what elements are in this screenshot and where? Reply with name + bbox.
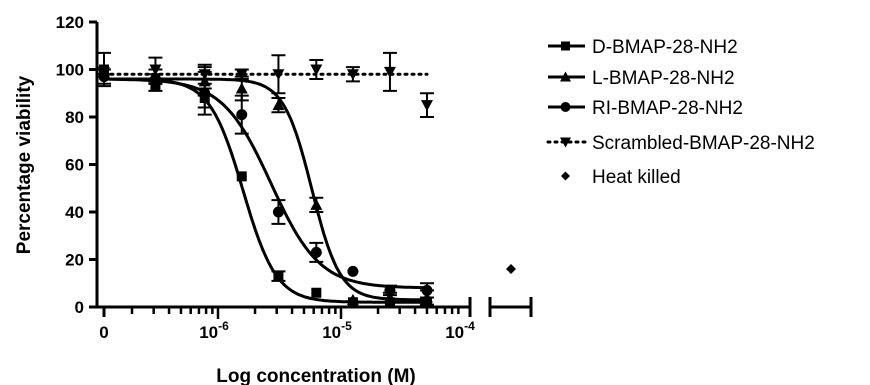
- fit-curve-0: [103, 77, 427, 304]
- x-axis-title: Log concentration (M): [216, 366, 415, 385]
- legend-label-2: RI-BMAP-28-NH2: [592, 98, 743, 119]
- data-point-3-0: [98, 66, 110, 78]
- data-point-1-6: [346, 293, 359, 305]
- data-point-3-6: [346, 69, 359, 81]
- y-tick-label-60: 60: [65, 156, 84, 175]
- legend-label-0: D-BMAP-28-NH2: [592, 37, 738, 58]
- data-point-1-3: [235, 82, 248, 94]
- data-point-0-3: [236, 171, 247, 182]
- x-tick-label-0: 0: [99, 323, 108, 342]
- y-tick-label-100: 100: [56, 61, 84, 80]
- data-point-4-0: [506, 264, 516, 274]
- data-points-layer: [97, 51, 516, 308]
- data-point-3-5: [310, 64, 323, 76]
- y-axis-title: Percentage viability: [14, 75, 35, 254]
- y-tick-label-40: 40: [65, 203, 84, 222]
- data-point-1-5: [310, 198, 323, 210]
- y-tick-label-20: 20: [65, 251, 84, 270]
- data-point-0-1: [150, 81, 161, 92]
- x-tick-label-1: 10-6: [199, 319, 229, 342]
- data-point-2-5: [310, 246, 322, 258]
- y-tick-label-120: 120: [56, 13, 84, 32]
- x-tick-label-3: 10-4: [445, 319, 475, 342]
- data-point-3-3: [235, 69, 248, 81]
- legend-marker-0: [561, 41, 570, 51]
- data-point-3-8: [420, 100, 433, 112]
- legend-marker-2: [560, 102, 571, 112]
- y-tick-label-0: 0: [75, 298, 84, 317]
- data-point-2-7: [384, 284, 396, 296]
- data-point-3-2: [198, 69, 211, 81]
- legend-label-3: Scrambled-BMAP-28-NH2: [592, 133, 815, 154]
- data-point-2-2: [199, 87, 211, 99]
- data-point-3-7: [383, 66, 396, 78]
- data-point-2-6: [347, 265, 359, 277]
- fit-curves-layer: [102, 72, 429, 304]
- data-point-3-1: [149, 64, 162, 76]
- data-point-3-4: [272, 69, 285, 81]
- legend-marker-1: [560, 71, 571, 82]
- legend-label-4: Heat killed: [592, 167, 681, 188]
- legend-label-1: L-BMAP-28-NH2: [592, 68, 735, 89]
- data-point-0-5: [311, 287, 322, 298]
- fit-curve-1: [104, 77, 427, 302]
- legend: D-BMAP-28-NH2 L-BMAP-28-NH2 RI-BMAP-28-NH2…: [546, 37, 815, 188]
- legend-marker-3: [560, 137, 571, 148]
- legend-marker-4: [561, 171, 570, 181]
- data-point-2-8: [421, 284, 433, 296]
- data-point-2-3: [236, 109, 248, 121]
- data-point-2-4: [272, 206, 284, 218]
- data-point-1-7: [383, 291, 396, 303]
- y-tick-label-80: 80: [65, 108, 84, 127]
- data-point-0-4: [273, 271, 284, 282]
- x-tick-label-2: 10-5: [322, 319, 352, 342]
- data-point-1-4: [272, 99, 285, 111]
